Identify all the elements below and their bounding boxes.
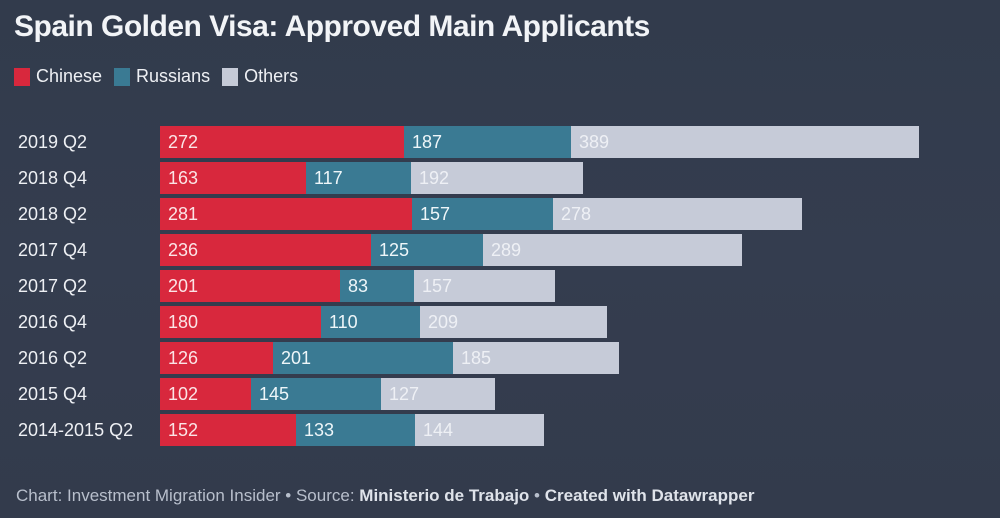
bar-segment-others: 185 [453, 342, 619, 374]
bar-segment-russians: 201 [273, 342, 453, 374]
stacked-bar: 102 145 127 [160, 378, 495, 410]
bar-segment-russians: 133 [296, 414, 415, 446]
legend-label: Russians [136, 66, 211, 86]
bar-row: 2017 Q2 201 83 157 [0, 270, 1000, 302]
created-with: Created with Datawrapper [544, 486, 755, 505]
bar-row: 2018 Q2 281 157 278 [0, 198, 1000, 230]
bar-segment-russians: 125 [371, 234, 483, 266]
stacked-bar: 272 187 389 [160, 126, 919, 158]
chart-title: Spain Golden Visa: Approved Main Applica… [14, 10, 650, 43]
bar-segment-others: 278 [553, 198, 802, 230]
bar-segment-others: 192 [411, 162, 583, 194]
separator: • [280, 486, 296, 505]
legend-item-chinese: Chinese [14, 66, 102, 87]
legend-swatch [222, 67, 239, 86]
legend-swatch [14, 67, 30, 86]
separator: • [529, 486, 545, 505]
bar-row: 2017 Q4 236 125 289 [0, 234, 1000, 266]
bar-segment-russians: 110 [321, 306, 420, 338]
bar-segment-others: 289 [483, 234, 742, 266]
source-name: Ministerio de Trabajo [359, 486, 530, 505]
category-label: 2017 Q2 [18, 276, 88, 296]
bar-segment-others: 157 [414, 270, 555, 302]
stacked-bar: 281 157 278 [160, 198, 802, 230]
bar-row: 2019 Q2 272 187 389 [0, 126, 1000, 158]
bar-segment-chinese: 201 [160, 270, 340, 302]
bar-segment-chinese: 236 [160, 234, 371, 266]
category-label: 2016 Q2 [18, 348, 88, 368]
category-label: 2019 Q2 [18, 132, 88, 152]
legend: Chinese Russians Others [14, 66, 310, 87]
source-prefix: Source: [295, 486, 360, 505]
bar-segment-others: 127 [381, 378, 495, 410]
bar-row: 2015 Q4 102 145 127 [0, 378, 1000, 410]
stacked-bar: 201 83 157 [160, 270, 555, 302]
stacked-bar: 180 110 209 [160, 306, 607, 338]
chart-credit: Chart: Investment Migration Insider [16, 486, 281, 505]
stacked-bar: 163 117 192 [160, 162, 583, 194]
bar-segment-russians: 83 [340, 270, 414, 302]
bar-row: 2016 Q4 180 110 209 [0, 306, 1000, 338]
legend-label: Others [244, 66, 299, 86]
stacked-bar: 126 201 185 [160, 342, 619, 374]
bar-segment-others: 389 [571, 126, 919, 158]
bar-segment-russians: 187 [404, 126, 571, 158]
bar-segment-others: 209 [420, 306, 607, 338]
legend-item-russians: Russians [114, 66, 210, 87]
bar-segment-chinese: 126 [160, 342, 273, 374]
category-label: 2018 Q4 [18, 168, 88, 188]
bar-segment-chinese: 152 [160, 414, 296, 446]
chart-footer: Chart: Investment Migration Insider • So… [16, 486, 754, 506]
bar-segment-chinese: 180 [160, 306, 321, 338]
category-label: 2016 Q4 [18, 312, 88, 332]
legend-swatch [114, 67, 131, 86]
stacked-bar: 152 133 144 [160, 414, 544, 446]
bar-segment-russians: 157 [412, 198, 553, 230]
bar-segment-others: 144 [415, 414, 544, 446]
bar-segment-russians: 145 [251, 378, 381, 410]
category-label: 2017 Q4 [18, 240, 88, 260]
bar-row: 2016 Q2 126 201 185 [0, 342, 1000, 374]
bar-row: 2018 Q4 163 117 192 [0, 162, 1000, 194]
category-label: 2015 Q4 [18, 384, 88, 404]
bar-segment-chinese: 102 [160, 378, 251, 410]
bar-segment-chinese: 163 [160, 162, 306, 194]
category-label: 2018 Q2 [18, 204, 88, 224]
bar-segment-chinese: 272 [160, 126, 404, 158]
stacked-bar: 236 125 289 [160, 234, 742, 266]
legend-label: Chinese [36, 66, 103, 86]
bar-segment-russians: 117 [306, 162, 411, 194]
bar-row: 2014-2015 Q2 152 133 144 [0, 414, 1000, 446]
legend-item-others: Others [222, 66, 298, 87]
bar-segment-chinese: 281 [160, 198, 412, 230]
category-label: 2014-2015 Q2 [18, 420, 134, 440]
